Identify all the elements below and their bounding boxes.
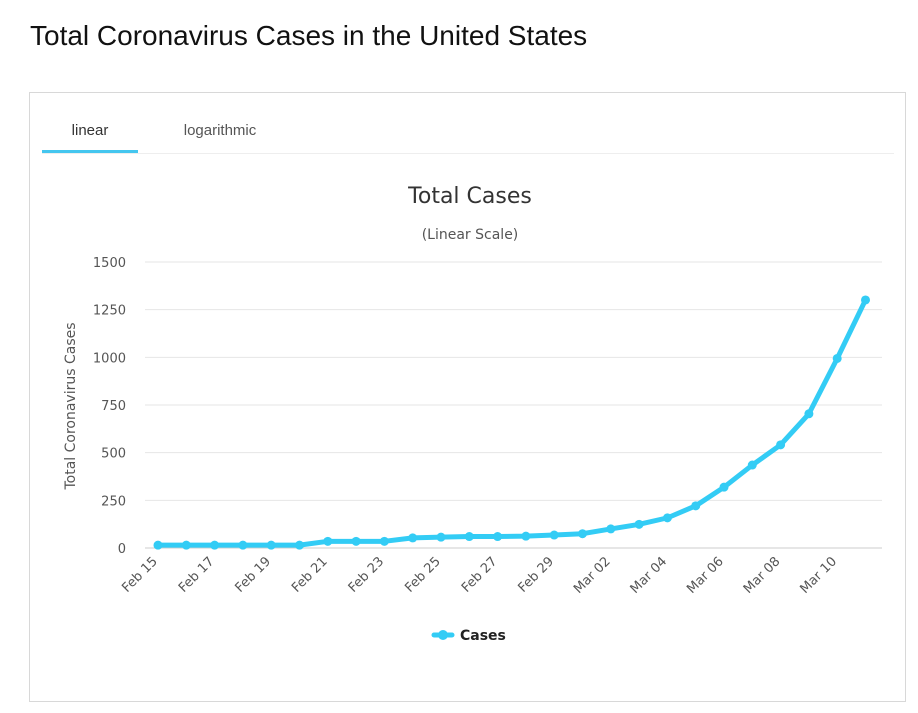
y-tick-label: 1500 <box>93 256 126 271</box>
data-point[interactable] <box>861 295 870 305</box>
page-title: Total Coronavirus Cases in the United St… <box>30 20 588 51</box>
data-point[interactable] <box>153 540 163 550</box>
data-point[interactable] <box>691 501 701 511</box>
x-tick-label: Mar 02 <box>571 554 614 597</box>
data-point[interactable] <box>634 519 644 529</box>
data-point[interactable] <box>379 536 389 546</box>
data-point[interactable] <box>804 409 814 419</box>
data-point[interactable] <box>578 529 587 539</box>
data-point[interactable] <box>181 540 191 550</box>
cases-chart: Total Cases (Linear Scale) Total Coronav… <box>63 184 882 644</box>
data-point[interactable] <box>832 353 842 363</box>
y-axis-title: Total Coronavirus Cases <box>63 322 79 490</box>
chart-title: Total Cases <box>407 184 532 209</box>
data-point[interactable] <box>210 540 220 550</box>
x-tick-label: Feb 23 <box>346 554 388 596</box>
x-tick-label: Feb 21 <box>289 554 331 596</box>
y-tick-label: 1250 <box>93 304 126 319</box>
y-tick-label: 750 <box>101 399 126 414</box>
series-cases <box>153 295 870 550</box>
x-tick-label: Mar 06 <box>684 554 727 597</box>
tab-logarithmic[interactable]: logarithmic <box>183 122 257 139</box>
legend-label-cases[interactable]: Cases <box>460 628 506 644</box>
x-tick-label: Feb 25 <box>402 554 444 596</box>
x-tick-labels: Feb 15 Feb 17 Feb 19 Feb 21 Feb 23 Feb 25 Feb … <box>119 554 840 597</box>
scale-tabs: linear logarithmic <box>42 93 894 154</box>
series-line <box>155 297 868 548</box>
data-point[interactable] <box>662 513 672 523</box>
y-tick-labels: 0 250 500 750 1000 1250 1500 <box>93 256 126 557</box>
data-point[interactable] <box>549 530 559 540</box>
data-point[interactable] <box>521 531 531 541</box>
data-point[interactable] <box>436 532 446 542</box>
x-tick-label: Feb 17 <box>176 554 218 596</box>
chart-subtitle: (Linear Scale) <box>422 227 519 243</box>
y-tick-label: 250 <box>101 494 126 509</box>
grid-lines <box>145 261 882 549</box>
x-tick-label: Feb 15 <box>119 554 161 596</box>
data-point[interactable] <box>464 532 474 542</box>
data-point[interactable] <box>238 540 248 550</box>
x-tick-label: Mar 10 <box>797 554 840 597</box>
x-tick-label: Feb 19 <box>233 554 275 596</box>
chart-panel: linear logarithmic Total Cases (Linear S… <box>29 92 906 702</box>
legend-marker <box>438 630 448 640</box>
y-tick-label: 1000 <box>93 351 126 366</box>
data-point[interactable] <box>295 540 304 550</box>
data-point[interactable] <box>606 524 616 534</box>
data-point[interactable] <box>776 440 786 450</box>
tab-linear[interactable]: linear <box>42 93 138 153</box>
data-point[interactable] <box>266 540 276 550</box>
x-tick-label: Mar 04 <box>628 554 671 597</box>
y-tick-label: 500 <box>101 447 126 462</box>
data-point[interactable] <box>408 533 418 543</box>
data-point[interactable] <box>323 536 333 546</box>
data-point[interactable] <box>493 532 503 542</box>
data-point[interactable] <box>351 536 361 546</box>
data-point[interactable] <box>747 460 757 470</box>
x-tick-label: Mar 08 <box>741 554 784 597</box>
x-tick-label: Feb 29 <box>516 554 558 596</box>
x-tick-label: Feb 27 <box>459 554 501 596</box>
data-point[interactable] <box>719 482 729 492</box>
legend[interactable]: Cases <box>431 628 506 644</box>
y-tick-label: 0 <box>118 542 126 557</box>
